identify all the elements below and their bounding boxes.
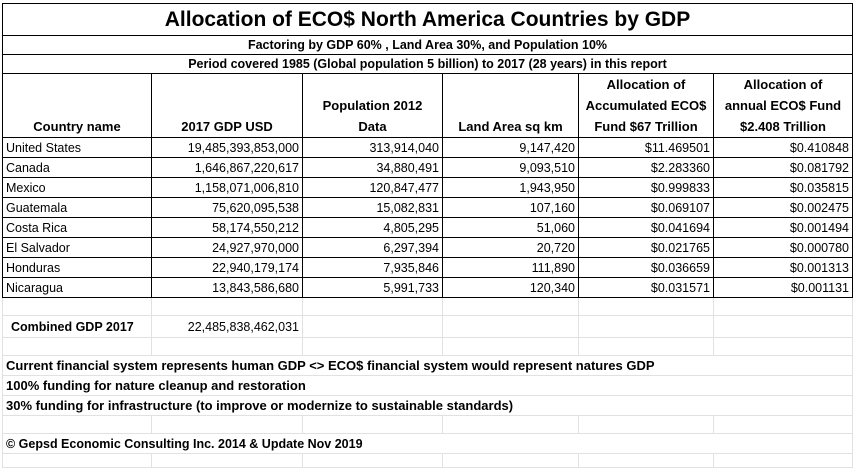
gdp-cell: 24,927,970,000	[151, 237, 303, 258]
gdp-cell: 22,940,179,174	[151, 257, 303, 278]
land-area-cell: 1,943,950	[442, 177, 579, 198]
country-cell: Nicaragua	[2, 277, 152, 298]
land-area-cell: 111,890	[442, 257, 579, 278]
land-area-cell: 9,147,420	[442, 137, 579, 158]
note-nature-funding: 100% funding for nature cleanup and rest…	[2, 375, 853, 396]
land-area-cell: 9,093,510	[442, 157, 579, 178]
country-cell: United States	[2, 137, 152, 158]
header-annual: Allocation of annual ECO$ Fund $2.408 Tr…	[713, 73, 853, 138]
country-cell: Costa Rica	[2, 217, 152, 238]
accumulated-allocation-cell: $0.041694	[578, 217, 714, 238]
population-cell: 120,847,477	[302, 177, 443, 198]
header-annual-line1: Allocation of	[743, 77, 823, 92]
gdp-cell: 58,174,550,212	[151, 217, 303, 238]
population-cell: 7,935,846	[302, 257, 443, 278]
land-area-cell: 51,060	[442, 217, 579, 238]
copyright-notice: © Gepsd Economic Consulting Inc. 2014 & …	[2, 433, 853, 454]
gdp-cell: 1,158,071,006,810	[151, 177, 303, 198]
header-accumulated: Allocation of Accumulated ECO$ Fund $67 …	[578, 73, 714, 138]
country-cell: Mexico	[2, 177, 152, 198]
table-row: Canada 1,646,867,220,617 34,880,491 9,093,5…	[2, 157, 853, 178]
gdp-cell: 1,646,867,220,617	[151, 157, 303, 178]
accumulated-allocation-cell: $0.021765	[578, 237, 714, 258]
accumulated-allocation-cell: $11.469501	[578, 137, 714, 158]
table-row: Honduras 22,940,179,174 7,935,846 111,890 $0…	[2, 257, 853, 278]
annual-allocation-cell: $0.081792	[713, 157, 853, 178]
gdp-cell: 75,620,095,538	[151, 197, 303, 218]
country-cell: Guatemala	[2, 197, 152, 218]
population-cell: 5,991,733	[302, 277, 443, 298]
accumulated-allocation-cell: $0.999833	[578, 177, 714, 198]
annual-allocation-cell: $0.035815	[713, 177, 853, 198]
table-row: Nicaragua 13,843,586,680 5,991,733 120,340 $…	[2, 277, 853, 298]
note-financial-system: Current financial system represents huma…	[2, 355, 853, 376]
header-annual-line3: $2.408 Trillion	[740, 119, 826, 134]
sheet-title: Allocation of ECO$ North America Countri…	[2, 3, 853, 36]
gdp-cell: 19,485,393,853,000	[151, 137, 303, 158]
population-cell: 313,914,040	[302, 137, 443, 158]
header-population-line2: Data	[358, 119, 387, 134]
accumulated-allocation-cell: $0.036659	[578, 257, 714, 278]
population-cell: 6,297,394	[302, 237, 443, 258]
annual-allocation-cell: $0.002475	[713, 197, 853, 218]
annual-allocation-cell: $0.000780	[713, 237, 853, 258]
population-cell: 15,082,831	[302, 197, 443, 218]
annual-allocation-cell: $0.410848	[713, 137, 853, 158]
subtitle-factoring: Factoring by GDP 60% , Land Area 30%, an…	[2, 35, 853, 55]
land-area-cell: 20,720	[442, 237, 579, 258]
note-infrastructure-funding: 30% funding for infrastructure (to impro…	[2, 395, 853, 416]
header-population: Population 2012 Data	[302, 73, 443, 138]
header-land: Land Area sq km	[442, 73, 579, 138]
header-accumulated-line1: Allocation of	[606, 77, 686, 92]
header-population-line1: Population 2012	[322, 98, 423, 113]
combined-gdp-value: 22,485,838,462,031	[151, 315, 303, 338]
combined-gdp-label: Combined GDP 2017	[2, 315, 152, 338]
accumulated-allocation-cell: $0.069107	[578, 197, 714, 218]
header-accumulated-line3: Fund $67 Trillion	[594, 119, 698, 134]
header-gdp: 2017 GDP USD	[151, 73, 303, 138]
population-cell: 4,805,295	[302, 217, 443, 238]
annual-allocation-cell: $0.001313	[713, 257, 853, 278]
annual-allocation-cell: $0.001131	[713, 277, 853, 298]
table-row: Mexico 1,158,071,006,810 120,847,477 1,943,…	[2, 177, 853, 198]
country-cell: El Salvador	[2, 237, 152, 258]
accumulated-allocation-cell: $0.031571	[578, 277, 714, 298]
subtitle-period: Period covered 1985 (Global population 5…	[2, 54, 853, 74]
table-row: El Salvador 24,927,970,000 6,297,394 20,720…	[2, 237, 853, 258]
allocation-table: Allocation of ECO$ North America Countri…	[2, 3, 853, 468]
header-accumulated-line2: Accumulated ECO$	[585, 98, 707, 113]
table-row: United States 19,485,393,853,000 313,914,0…	[2, 137, 853, 158]
land-area-cell: 120,340	[442, 277, 579, 298]
country-cell: Canada	[2, 157, 152, 178]
gdp-cell: 13,843,586,680	[151, 277, 303, 298]
header-annual-line2: annual ECO$ Fund	[724, 98, 842, 113]
land-area-cell: 107,160	[442, 197, 579, 218]
table-row: Guatemala 75,620,095,538 15,082,831 107,160…	[2, 197, 853, 218]
country-cell: Honduras	[2, 257, 152, 278]
population-cell: 34,880,491	[302, 157, 443, 178]
header-country: Country name	[2, 73, 152, 138]
accumulated-allocation-cell: $2.283360	[578, 157, 714, 178]
annual-allocation-cell: $0.001494	[713, 217, 853, 238]
table-row: Costa Rica 58,174,550,212 4,805,295 51,060 $…	[2, 217, 853, 238]
